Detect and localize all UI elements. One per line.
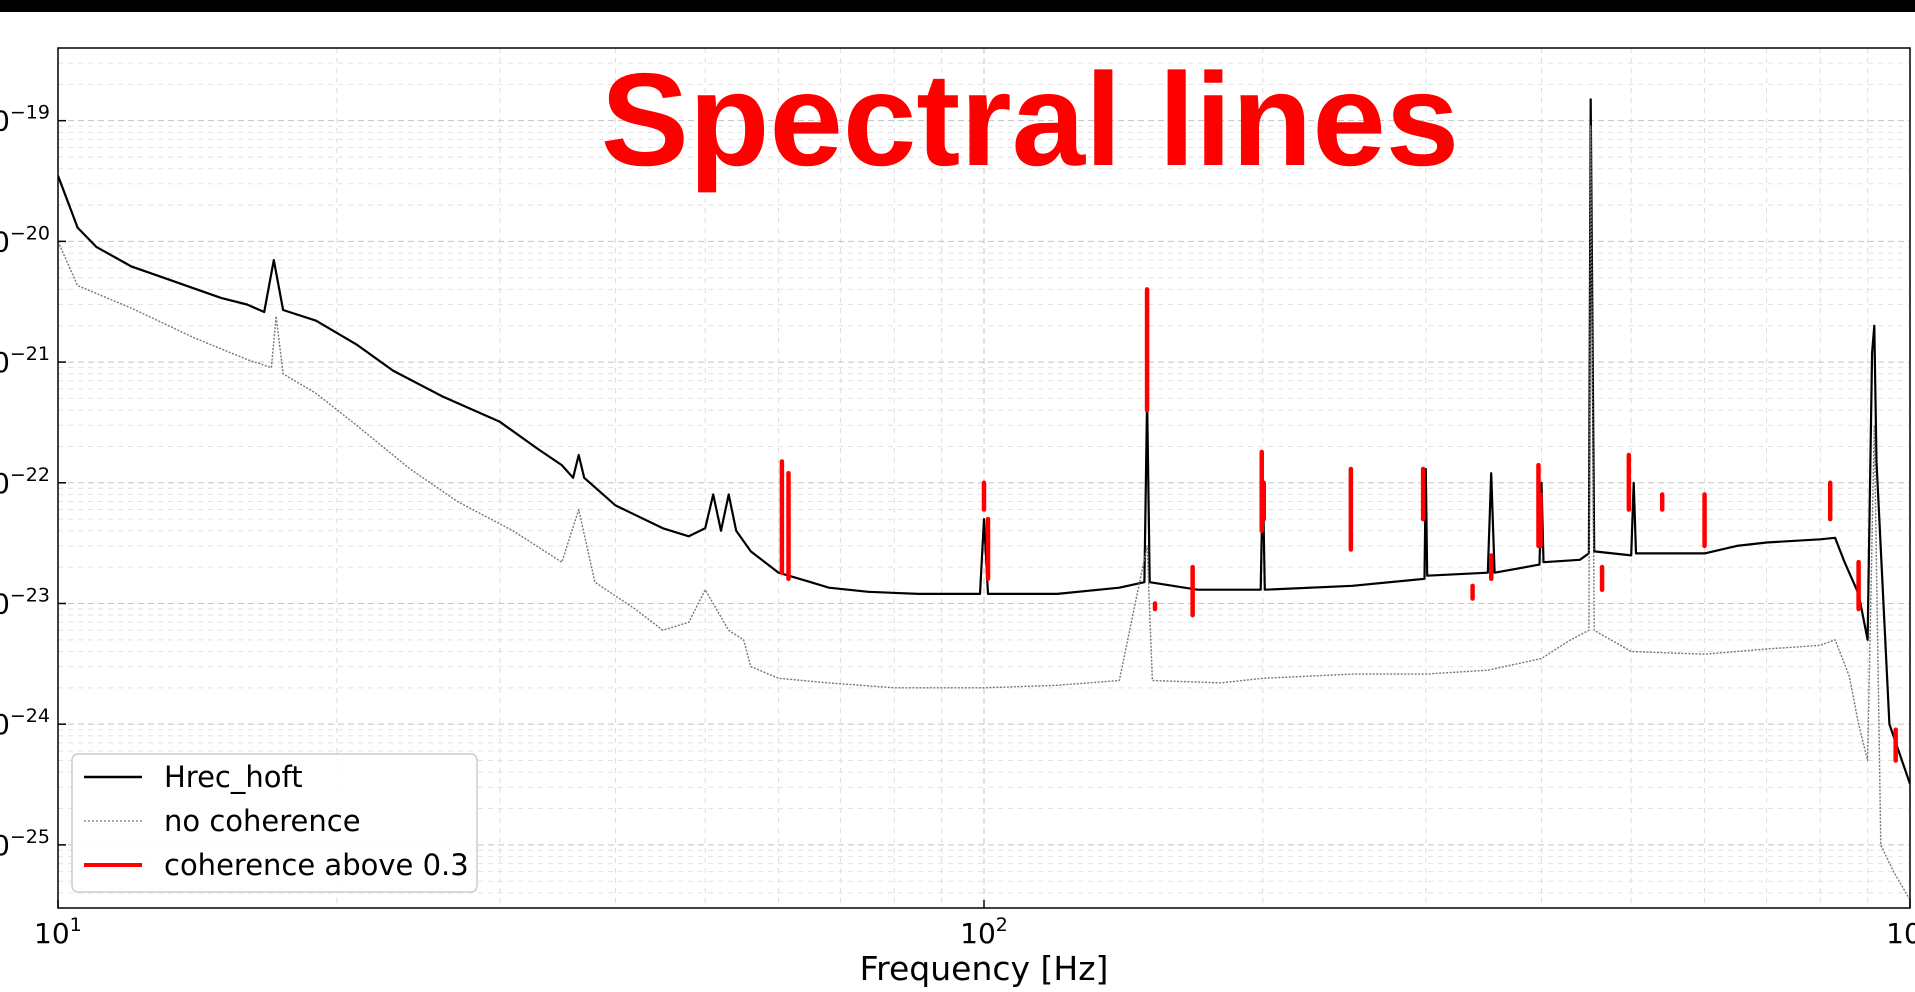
y-tick-label: 10−21	[0, 343, 50, 379]
y-tick-label: 10−23	[0, 584, 50, 620]
chart-title: Spectral lines	[601, 46, 1459, 193]
legend: Hrec_hoft no coherence coherence above 0…	[71, 753, 478, 893]
x-tick-label: 103	[1886, 914, 1915, 950]
y-tick-label: 10−19	[0, 102, 50, 138]
legend-label-coherence: coherence above 0.3	[164, 848, 469, 882]
series-layer	[58, 98, 1910, 901]
legend-box	[71, 753, 478, 893]
x-tick-label: 102	[960, 914, 1008, 950]
top-border	[0, 0, 1915, 12]
y-tick-label: 10−24	[0, 705, 50, 741]
x-tick-label: 101	[34, 914, 82, 950]
axis-ticks: 101 102 103 10−19 10−20 10−21 10−22 10−23 10−24 1…	[0, 102, 1915, 950]
y-tick-label: 10−22	[0, 464, 50, 500]
legend-label-hrec: Hrec_hoft	[164, 760, 303, 794]
y-tick-label: 10−25	[0, 826, 50, 862]
x-axis-label: Frequency [Hz]	[860, 949, 1109, 988]
series-no-coherence-line	[58, 125, 1910, 901]
series-hrec-hoft-line	[58, 98, 1910, 785]
legend-label-no-coherence: no coherence	[164, 804, 361, 838]
y-tick-label: 10−20	[0, 222, 50, 258]
